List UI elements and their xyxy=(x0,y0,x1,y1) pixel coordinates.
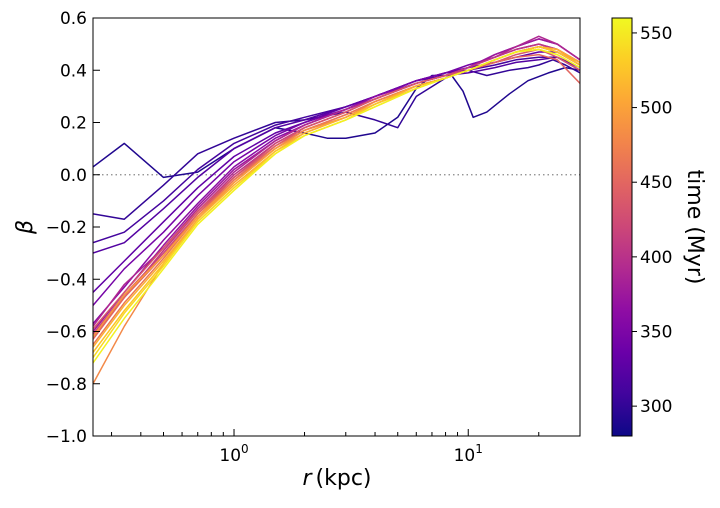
x-tick-label: 101 xyxy=(454,442,483,466)
x-axis-label: r (kpc) xyxy=(302,466,371,491)
series-group xyxy=(93,35,580,385)
series-line-20 xyxy=(93,48,580,364)
y-tick-label: −0.2 xyxy=(46,218,87,238)
y-tick-label: −1.0 xyxy=(46,427,87,447)
y-tick-label: 0.2 xyxy=(60,114,87,134)
colorbar-tick-label: 300 xyxy=(640,397,672,417)
series-line-12 xyxy=(93,48,580,330)
colorbar-tick-label: 450 xyxy=(640,173,672,193)
x-axis-ticks: 100 101 xyxy=(111,429,581,466)
x-tick-label: 100 xyxy=(219,442,248,466)
colorbar-tick-label: 550 xyxy=(640,24,672,44)
x-axis-label-variable: r xyxy=(302,466,313,491)
y-axis-ticks: −1.0 −0.8 −0.6 −0.4 −0.2 0.0 0.2 0.4 0.6 xyxy=(46,9,100,447)
colorbar-tick-label: 400 xyxy=(640,248,672,268)
series-line-1 xyxy=(93,66,580,179)
plot-area xyxy=(93,18,580,436)
x-axis-label-unit: (kpc) xyxy=(316,466,372,491)
series-line-2 xyxy=(93,59,580,220)
colorbar xyxy=(611,17,633,437)
y-tick-label: 0.0 xyxy=(60,166,87,186)
y-tick-label: −0.8 xyxy=(46,375,87,395)
colorbar-tick-label: 500 xyxy=(640,99,672,119)
y-tick-label: 0.6 xyxy=(60,9,87,29)
y-tick-label: 0.4 xyxy=(60,61,87,81)
y-tick-label: −0.4 xyxy=(46,270,87,290)
colorbar-ticks: 300 350 400 450 500 550 xyxy=(632,24,672,417)
y-axis-label: β xyxy=(13,220,38,235)
y-tick-label: −0.6 xyxy=(46,323,87,343)
colorbar-label: time (Myr) xyxy=(682,170,707,285)
colorbar-tick-label: 350 xyxy=(640,323,672,343)
